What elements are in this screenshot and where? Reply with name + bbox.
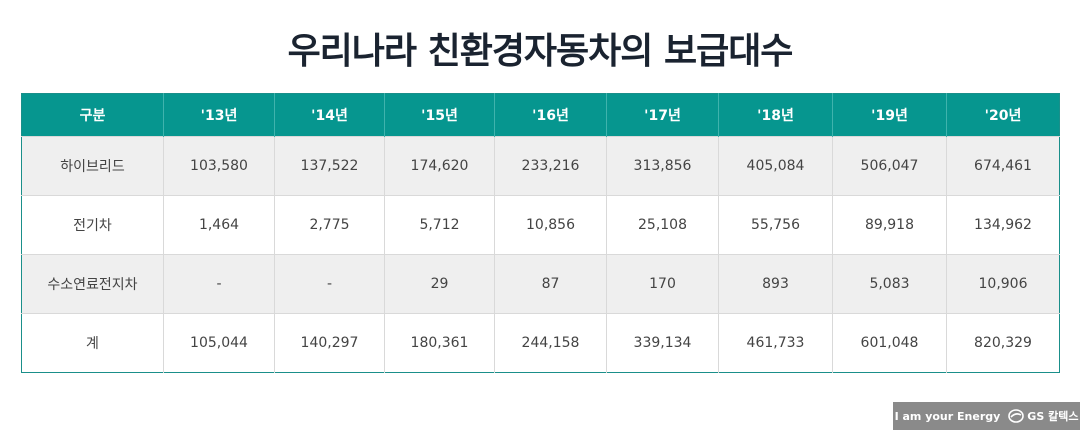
table-cell: 174,620 [384,136,495,196]
row-label: 전기차 [21,195,164,255]
table-cell: 820,329 [946,313,1060,373]
footer-brand-name: GS 칼텍스 [1027,410,1079,423]
table-cell: 461,733 [718,313,833,373]
gs-caltex-logo-icon [1008,409,1025,423]
table-cell: 137,522 [274,136,385,196]
table-cell: 405,084 [718,136,833,196]
table-cell: 601,048 [832,313,947,373]
table-cell: 103,580 [163,136,275,196]
table-cell: 5,083 [832,254,947,314]
table-cell: 506,047 [832,136,947,196]
footer-brand-banner: I am your Energy GS 칼텍스 [893,402,1080,430]
table-cell: 140,297 [274,313,385,373]
table-cell: 5,712 [384,195,495,255]
table-row-electric: 전기차 1,464 2,775 5,712 10,856 25,108 55,7… [21,195,1060,255]
table-row-total: 계 105,044 140,297 180,361 244,158 339,13… [21,313,1060,373]
table-cell: 180,361 [384,313,495,373]
column-header-category: 구분 [21,93,164,137]
column-header-2020: '20년 [946,93,1060,137]
table-cell: 10,906 [946,254,1060,314]
table-cell: 2,775 [274,195,385,255]
table-row-hybrid: 하이브리드 103,580 137,522 174,620 233,216 31… [21,136,1060,196]
page-title: 우리나라 친환경자동차의 보급대수 [287,31,794,72]
column-header-2018: '18년 [718,93,833,137]
table-cell: 233,216 [494,136,607,196]
table-cell: 25,108 [606,195,719,255]
table-cell: 10,856 [494,195,607,255]
table-row-hydrogen: 수소연료전지차 - - 29 87 170 893 5,083 10,906 [21,254,1060,314]
table-cell: 105,044 [163,313,275,373]
column-header-2015: '15년 [384,93,495,137]
table-cell: 89,918 [832,195,947,255]
table-cell: 313,856 [606,136,719,196]
row-label: 수소연료전지차 [21,254,164,314]
footer-slogan: I am your Energy [894,409,1001,423]
table-cell: 134,962 [946,195,1060,255]
column-header-2017: '17년 [606,93,719,137]
gs-caltex-logo: GS 칼텍스 [1008,408,1078,424]
table-cell: 29 [384,254,495,314]
column-header-2016: '16년 [494,93,607,137]
table-cell: 244,158 [494,313,607,373]
table-cell: 55,756 [718,195,833,255]
table-cell: 893 [718,254,833,314]
row-label: 하이브리드 [21,136,164,196]
ev-supply-table: 구분 '13년 '14년 '15년 '16년 '17년 '18년 '19년 '2… [21,93,1060,373]
table-cell: - [163,254,275,314]
column-header-2019: '19년 [832,93,947,137]
table-cell: 170 [606,254,719,314]
table-cell: 339,134 [606,313,719,373]
table-cell: 1,464 [163,195,275,255]
table-header-row: 구분 '13년 '14년 '15년 '16년 '17년 '18년 '19년 '2… [21,93,1060,137]
column-header-2013: '13년 [163,93,275,137]
column-header-2014: '14년 [274,93,385,137]
table-cell: - [274,254,385,314]
row-label: 계 [21,313,164,373]
table-cell: 674,461 [946,136,1060,196]
table-cell: 87 [494,254,607,314]
